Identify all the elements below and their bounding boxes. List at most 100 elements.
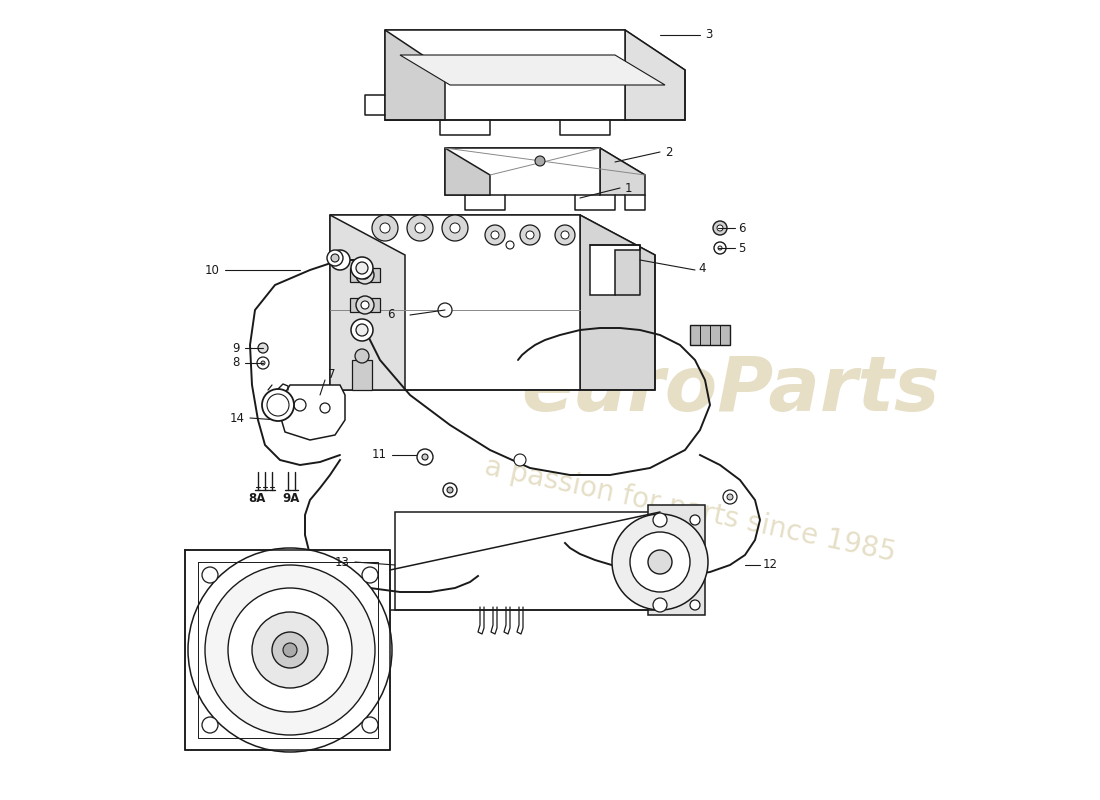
Circle shape [442, 215, 468, 241]
Circle shape [556, 225, 575, 245]
Circle shape [417, 449, 433, 465]
Polygon shape [395, 512, 660, 610]
Text: 6: 6 [738, 222, 746, 234]
Circle shape [438, 303, 452, 317]
Text: 9: 9 [232, 342, 240, 354]
Text: 3: 3 [705, 29, 713, 42]
Circle shape [202, 567, 218, 583]
Circle shape [262, 622, 318, 678]
Circle shape [514, 454, 526, 466]
Polygon shape [385, 30, 446, 120]
Polygon shape [330, 215, 405, 390]
Circle shape [714, 242, 726, 254]
Circle shape [612, 514, 708, 610]
Circle shape [283, 643, 297, 657]
Text: 14: 14 [230, 411, 245, 425]
Text: 1: 1 [625, 182, 632, 194]
Circle shape [520, 225, 540, 245]
Circle shape [258, 343, 268, 353]
Polygon shape [580, 215, 654, 390]
Circle shape [561, 231, 569, 239]
Circle shape [261, 361, 265, 365]
Polygon shape [590, 245, 640, 295]
Circle shape [330, 250, 350, 270]
Polygon shape [185, 550, 390, 750]
Circle shape [718, 246, 722, 250]
Circle shape [285, 645, 295, 655]
Text: 8: 8 [232, 357, 240, 370]
Circle shape [294, 399, 306, 411]
Circle shape [447, 487, 453, 493]
Circle shape [214, 575, 365, 725]
Text: 2: 2 [666, 146, 672, 158]
Polygon shape [385, 30, 625, 120]
Circle shape [202, 717, 218, 733]
Circle shape [278, 638, 303, 662]
Circle shape [327, 250, 343, 266]
Polygon shape [446, 148, 490, 195]
Circle shape [362, 567, 378, 583]
Circle shape [690, 515, 700, 525]
Polygon shape [400, 55, 666, 85]
Text: 6: 6 [387, 309, 395, 322]
Circle shape [331, 254, 339, 262]
Circle shape [526, 231, 534, 239]
Circle shape [535, 156, 544, 166]
Polygon shape [648, 505, 705, 615]
Text: 4: 4 [698, 262, 705, 274]
Circle shape [690, 600, 700, 610]
Text: 10: 10 [205, 263, 220, 277]
Circle shape [415, 223, 425, 233]
Circle shape [407, 215, 433, 241]
Circle shape [727, 494, 733, 500]
Text: euroParts: euroParts [520, 353, 939, 427]
Circle shape [491, 231, 499, 239]
Circle shape [450, 223, 460, 233]
Circle shape [379, 223, 390, 233]
Circle shape [361, 271, 368, 279]
Circle shape [267, 394, 289, 416]
Text: a passion for parts since 1985: a passion for parts since 1985 [482, 453, 898, 567]
Circle shape [648, 550, 672, 574]
Circle shape [356, 262, 369, 274]
Circle shape [320, 403, 330, 413]
Polygon shape [350, 298, 380, 312]
Circle shape [356, 296, 374, 314]
Circle shape [717, 225, 723, 231]
Text: 13: 13 [336, 555, 350, 569]
Polygon shape [385, 30, 685, 70]
Circle shape [506, 241, 514, 249]
Circle shape [252, 612, 328, 688]
Circle shape [422, 454, 428, 460]
Polygon shape [690, 325, 730, 345]
Circle shape [630, 532, 690, 592]
Circle shape [485, 225, 505, 245]
Polygon shape [330, 215, 580, 390]
Circle shape [257, 357, 270, 369]
Circle shape [351, 319, 373, 341]
Polygon shape [350, 268, 380, 282]
Circle shape [356, 324, 369, 336]
Text: 8A: 8A [248, 491, 265, 505]
Text: 7: 7 [328, 369, 336, 382]
Text: 12: 12 [763, 558, 778, 571]
Circle shape [205, 565, 375, 735]
Circle shape [188, 548, 392, 752]
Circle shape [372, 215, 398, 241]
Circle shape [723, 490, 737, 504]
Circle shape [362, 717, 378, 733]
Polygon shape [280, 385, 345, 440]
Circle shape [272, 632, 308, 668]
Text: 9A: 9A [282, 491, 299, 505]
Circle shape [228, 588, 352, 712]
Polygon shape [625, 30, 685, 120]
Circle shape [262, 389, 294, 421]
Circle shape [443, 483, 456, 497]
Polygon shape [600, 148, 645, 195]
Circle shape [355, 349, 368, 363]
Polygon shape [330, 215, 654, 255]
Circle shape [351, 257, 373, 279]
Circle shape [356, 266, 374, 284]
Circle shape [361, 301, 368, 309]
Polygon shape [446, 148, 645, 175]
